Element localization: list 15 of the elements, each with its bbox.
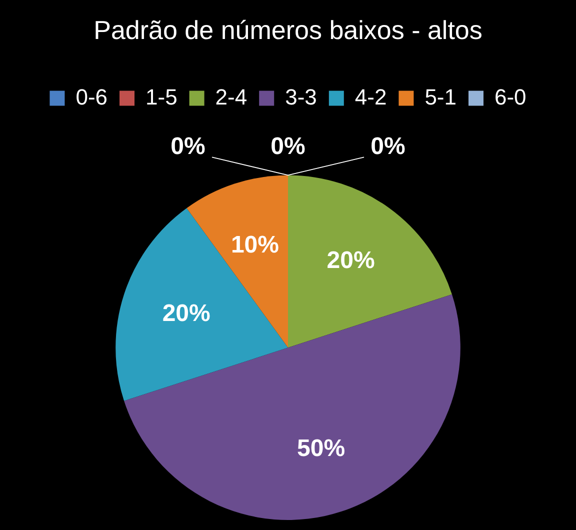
data-label: 20% [162,300,210,328]
chart-title: Padrão de números baixos - altos [94,14,482,45]
legend-label: 1-5 [146,84,178,110]
legend-label: 4-2 [354,84,387,110]
text: 0% [170,132,206,160]
data-label: 20% [326,246,375,274]
text: 0% [370,132,406,160]
legend-label: 0-6 [76,84,108,110]
text: 0% [270,132,306,160]
legend-label: 5-1 [424,84,456,110]
data-label: 50% [297,434,346,462]
legend-label: 6-0 [494,84,526,110]
legend-label: 3-3 [285,84,317,110]
legend-label: 2-4 [215,84,248,110]
data-label: 10% [230,232,279,259]
